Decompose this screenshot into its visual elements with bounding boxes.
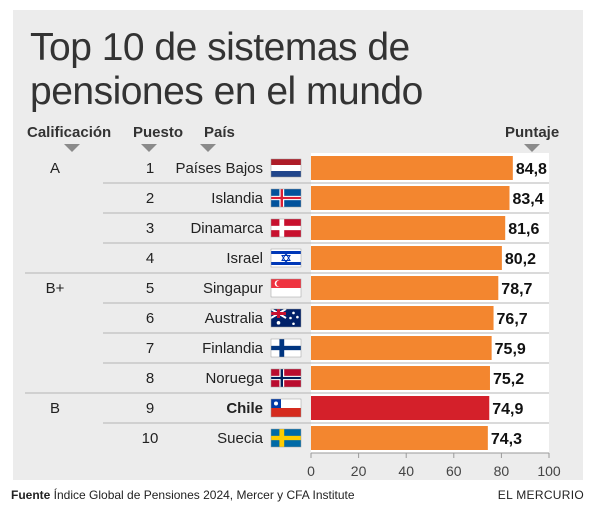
rank-arrow-icon [141,144,157,152]
value-label: 76,7 [497,311,528,328]
grade-label: A [50,160,60,177]
country-label: Islandia [211,190,263,207]
country-label: Países Bajos [175,160,263,177]
bar [311,396,490,420]
country-label: Australia [205,310,264,327]
x-tick-label: 60 [446,463,462,479]
country-label: Suecia [217,430,264,447]
brand-name: EL MERCURIO [497,488,584,502]
rank-label: 7 [146,340,154,357]
value-label: 80,2 [505,251,536,268]
country-arrow-icon [200,144,216,152]
value-label: 75,2 [493,371,524,388]
country-label: Israel [226,250,263,267]
value-label: 84,8 [516,161,547,178]
grade-arrow-icon [64,144,80,152]
bar [311,336,492,360]
rank-label: 4 [146,250,154,267]
bar [311,246,502,270]
netherlands-flag-icon [270,158,302,178]
value-label: 78,7 [501,281,532,298]
bar [311,426,488,450]
iceland-flag-icon [270,188,302,208]
bar [311,156,513,180]
source-text: Índice Global de Pensiones 2024, Mercer … [50,488,355,502]
header-rank: Puesto [133,124,184,141]
x-tick-label: 80 [494,463,510,479]
chart-title: Top 10 de sistemas de pensiones en el mu… [30,26,423,113]
header-grade: Calificación [27,124,112,141]
singapore-flag-icon [270,278,302,298]
x-tick-label: 20 [351,463,367,479]
rank-label: 10 [142,430,159,447]
country-label: Singapur [203,280,263,297]
rank-label: 8 [146,370,154,387]
bar [311,186,510,210]
country-label: Finlandia [202,340,264,357]
sweden-flag-icon [270,428,302,448]
x-tick-label: 40 [398,463,414,479]
header-score: Puntaje [505,124,560,141]
rank-label: 5 [146,280,154,297]
x-tick-label: 100 [537,463,561,479]
grade-label: B+ [46,280,65,297]
header-country: País [204,124,235,141]
rank-label: 6 [146,310,154,327]
country-label: Chile [226,400,263,417]
rank-label: 1 [146,160,154,177]
bar [311,216,506,240]
rank-label: 9 [146,400,154,417]
value-label: 74,3 [491,431,522,448]
norway-flag-icon [270,368,302,388]
denmark-flag-icon [270,218,302,238]
grade-label: B [50,400,60,417]
israel-flag-icon [270,248,302,268]
score-arrow-icon [524,144,540,152]
value-label: 81,6 [508,221,539,238]
source-note: Fuente Índice Global de Pensiones 2024, … [11,488,355,502]
x-tick-label: 0 [307,463,315,479]
country-label: Dinamarca [190,220,263,237]
australia-flag-icon [270,308,302,328]
value-label: 83,4 [512,191,543,208]
bar [311,306,494,330]
chile-flag-icon [270,398,302,418]
bar [311,276,499,300]
value-label: 74,9 [492,401,523,418]
rank-label: 3 [146,220,154,237]
source-label: Fuente [11,488,51,502]
bar [311,366,490,390]
rank-label: 2 [146,190,154,207]
finland-flag-icon [270,338,302,358]
country-label: Noruega [205,370,263,387]
value-label: 75,9 [495,341,526,358]
